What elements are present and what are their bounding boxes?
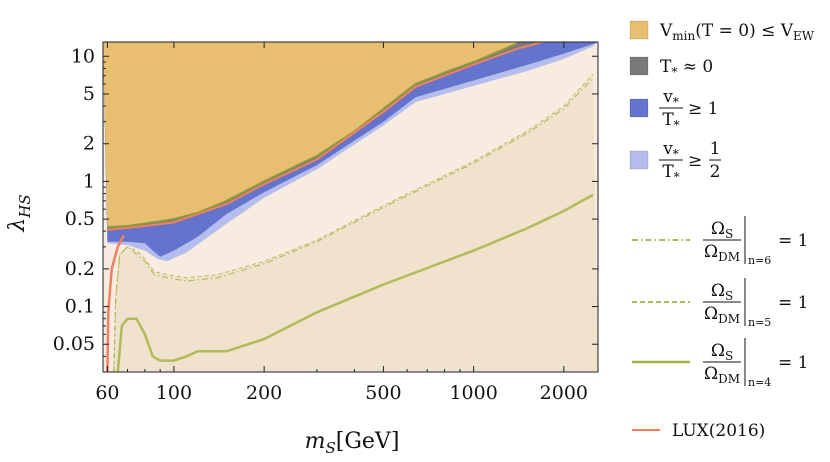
y-tick-label: 0.5 [65,208,95,230]
relic-n4-line [116,193,594,372]
legend-subscript: n=4 [748,376,771,389]
legend-relation: = 1 [778,293,808,313]
legend-relation: = 1 [778,231,808,251]
legend-item-vt1: v*​T*​ ≥ 1 [629,87,718,132]
legend-swatch [629,98,649,118]
legend-relation: ≥ 1 [688,99,718,119]
y-tick-label: 0.2 [65,258,95,280]
legend-item-n5: ΩS​ΩDM​ n=5 = 1 [632,278,808,329]
y-axis-label: λHS [5,194,34,232]
tstar-edge-line [107,42,543,231]
legend-item-vmin: Vmin​(T = 0) ≤ VEW​ [629,20,815,43]
legend-text: T*​ [662,110,679,132]
legend-text: LUX(2016) [672,421,765,441]
legend-text: ΩDM​ [704,304,740,326]
relic-n6-line [113,77,594,372]
x-tick-label: 500 [365,382,401,404]
legend-swatch [629,150,649,170]
y-tick-label: 5 [83,83,95,105]
legend-text: ΩS​ [711,281,733,303]
legend-item-tstar: T*​ ≈ 0 [629,56,713,79]
legend-swatch [629,20,649,40]
lux-line [106,234,125,372]
legend-item-n6: ΩS​ΩDM​ n=6 = 1 [632,216,808,267]
x-axis-label: mS[GeV] [305,429,400,457]
legend-item-lux: LUX(2016) [632,421,765,441]
tick-labels: 60 100 200 500 1000 2000 0.05 0.1 0.2 0.5 1 2 5 10 [53,45,588,404]
legend-relation: ≥ [688,151,702,171]
legend-item-vt_half: v*​T*​ ≥1 2 [629,139,721,184]
y-tick-label: 0.05 [53,333,95,355]
x-tick-label: 60 [95,382,119,404]
plot-frame [102,41,599,373]
legend-text: 1 [710,139,721,159]
x-tick-label: 200 [246,382,282,404]
legend-text: ΩS​ [711,341,733,363]
legend-text: T*​ [662,162,679,184]
x-tick-label: 100 [156,382,192,404]
legend-text: Vmin​(T = 0) ≤ VEW​ [659,21,815,43]
plot-area [103,42,598,372]
y-tick-label: 0.1 [65,296,95,318]
x-tick-label: 1000 [449,382,497,404]
legend-swatch [629,56,649,76]
legend: Vmin​(T = 0) ≤ VEW​T*​ ≈ 0v*​T*​≥ 1v*​T*… [629,20,815,441]
y-tick-label: 2 [83,133,95,155]
legend-item-n4: ΩS​ΩDM​ n=4 = 1 [632,338,808,389]
y-tick-label: 10 [71,45,95,67]
legend-subscript: n=6 [748,254,771,267]
legend-text: v*​ [662,87,679,109]
relic-n5-line [113,73,594,372]
y-tick-label: 1 [83,170,95,192]
legend-text: ΩDM​ [704,364,740,386]
legend-text: ΩS​ [711,219,733,241]
region-vmin [103,42,518,228]
axes [102,41,599,373]
legend-text: T*​ ≈ 0 [660,57,713,79]
legend-text: 2 [710,162,721,182]
x-tick-label: 2000 [540,382,588,404]
legend-subscript: n=5 [748,316,771,329]
vmin-boundary-line [107,42,518,229]
legend-text: ΩDM​ [704,242,740,264]
legend-relation: = 1 [778,353,808,373]
legend-text: v*​ [662,139,679,161]
